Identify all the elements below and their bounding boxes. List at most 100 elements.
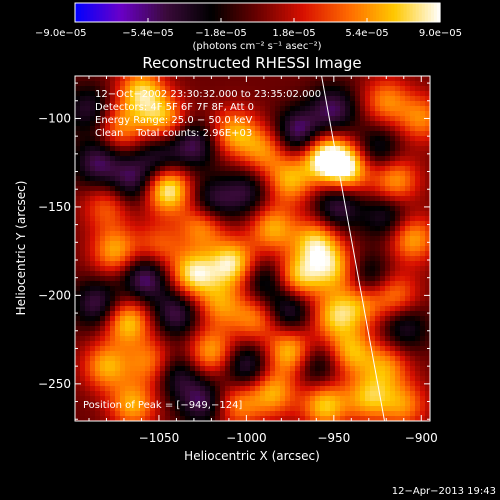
heatmap-cell <box>160 311 166 317</box>
heatmap-cell <box>270 366 276 372</box>
heatmap-cell <box>370 381 376 387</box>
heatmap-cell <box>260 251 266 257</box>
heatmap-cell <box>200 141 206 147</box>
heatmap-cell <box>110 296 116 302</box>
heatmap-cell <box>180 306 186 312</box>
heatmap-cell <box>270 401 276 407</box>
heatmap-cell <box>270 146 276 152</box>
heatmap-cell <box>95 166 101 172</box>
colorbar-cell <box>78 3 82 22</box>
heatmap-cell <box>250 311 256 317</box>
heatmap-cell <box>140 311 146 317</box>
heatmap-cell <box>315 301 321 307</box>
heatmap-cell <box>170 186 176 192</box>
heatmap-cell <box>390 386 396 392</box>
heatmap-cell <box>295 306 301 312</box>
heatmap-cell <box>220 321 226 327</box>
heatmap-cell <box>360 341 366 347</box>
heatmap-cell <box>200 331 206 337</box>
heatmap-cell <box>285 181 291 187</box>
heatmap-cell <box>355 136 361 142</box>
heatmap-cell <box>305 131 311 137</box>
heatmap-cell <box>75 131 81 137</box>
heatmap-cell <box>380 316 386 322</box>
heatmap-cell <box>135 261 141 267</box>
heatmap-cell <box>115 236 121 242</box>
heatmap-cell <box>320 96 326 102</box>
heatmap-cell <box>250 276 256 282</box>
heatmap-cell <box>115 176 121 182</box>
heatmap-cell <box>285 371 291 377</box>
heatmap-cell <box>385 201 391 207</box>
heatmap-cell <box>140 286 146 292</box>
heatmap-cell <box>185 411 191 417</box>
heatmap-cell <box>145 316 151 322</box>
heatmap-cell <box>330 341 336 347</box>
heatmap-cell <box>400 181 406 187</box>
heatmap-cell <box>150 256 156 262</box>
heatmap-cell <box>80 346 86 352</box>
heatmap-cell <box>210 261 216 267</box>
heatmap-cell <box>95 196 101 202</box>
heatmap-cell <box>325 266 331 272</box>
heatmap-cell <box>260 196 266 202</box>
heatmap-cell <box>135 391 141 397</box>
heatmap-cell <box>360 191 366 197</box>
heatmap-cell <box>415 271 421 277</box>
heatmap-cell <box>340 201 346 207</box>
heatmap-cell <box>295 231 301 237</box>
colorbar-cell <box>102 3 107 22</box>
heatmap-cell <box>380 256 386 262</box>
heatmap-cell <box>215 381 221 387</box>
heatmap-cell <box>335 91 341 97</box>
heatmap-cell <box>115 336 121 342</box>
heatmap-cell <box>165 336 171 342</box>
heatmap-cell <box>265 186 271 192</box>
heatmap-cell <box>145 236 151 242</box>
heatmap-cell <box>235 281 241 287</box>
heatmap-cell <box>360 101 366 107</box>
heatmap-cell <box>285 401 291 407</box>
heatmap-cell <box>80 246 86 252</box>
heatmap-cell <box>360 151 366 157</box>
heatmap-cell <box>265 296 271 302</box>
heatmap-cell <box>405 151 411 157</box>
heatmap-cell <box>280 311 286 317</box>
heatmap-cell <box>125 151 131 157</box>
heatmap-cell <box>315 256 321 262</box>
heatmap-cell <box>315 401 321 407</box>
heatmap-cell <box>425 126 430 132</box>
heatmap-cell <box>135 186 141 192</box>
heatmap-cell <box>365 141 371 147</box>
heatmap-cell <box>115 416 121 421</box>
heatmap-cell <box>405 276 411 282</box>
heatmap-cell <box>100 76 106 82</box>
heatmap-cell <box>400 311 406 317</box>
heatmap-cell <box>205 296 211 302</box>
heatmap-cell <box>175 146 181 152</box>
heatmap-cell <box>265 236 271 242</box>
heatmap-cell <box>305 186 311 192</box>
heatmap-cell <box>85 121 91 127</box>
heatmap-cell <box>195 301 201 307</box>
heatmap-cell <box>235 256 241 262</box>
heatmap-cell <box>140 101 146 107</box>
heatmap-cell <box>105 101 111 107</box>
heatmap-cell <box>245 176 251 182</box>
heatmap-cell <box>125 276 131 282</box>
heatmap-cell <box>380 271 386 277</box>
heatmap-cell <box>315 336 321 342</box>
heatmap-cell <box>135 126 141 132</box>
heatmap-cell <box>235 296 241 302</box>
heatmap-cell <box>75 261 81 267</box>
heatmap-cell <box>230 131 236 137</box>
heatmap-cell <box>355 366 361 372</box>
colorbar-cell <box>421 3 426 22</box>
heatmap-cell <box>370 261 376 267</box>
heatmap-cell <box>390 316 396 322</box>
heatmap-cell <box>140 166 146 172</box>
heatmap-cell <box>325 341 331 347</box>
heatmap-cell <box>280 226 286 232</box>
colorbar-cell <box>99 3 103 22</box>
